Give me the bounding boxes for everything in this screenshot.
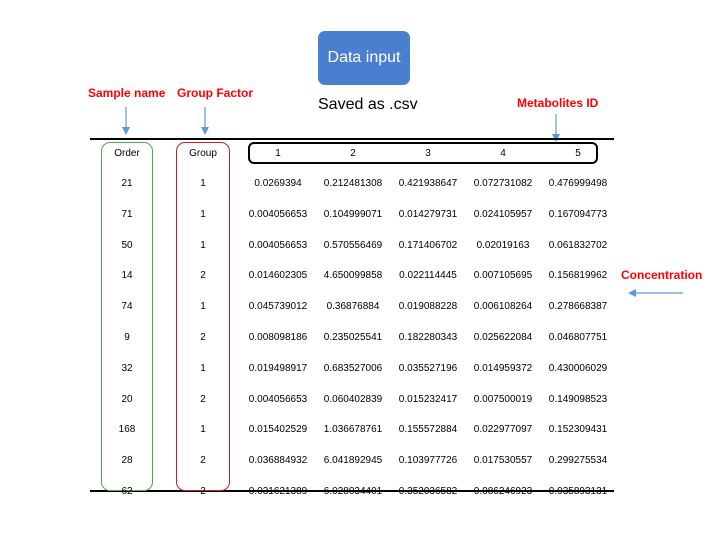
table-header-cell: Group — [189, 148, 217, 159]
table-cell: 0.36876884 — [326, 301, 380, 312]
table-cell: 62 — [121, 486, 133, 497]
table-cell: 0.278668387 — [548, 301, 608, 312]
table-cell: 2 — [200, 394, 206, 405]
table-cell: 0.031621389 — [248, 486, 308, 497]
table-cell: 1 — [200, 209, 206, 220]
table-cell: 21 — [121, 178, 133, 189]
table-cell: 0.235025541 — [323, 332, 383, 343]
table-cell: 0.019498917 — [248, 363, 308, 374]
table-cell: 28 — [121, 455, 133, 466]
table-cell: 0.022977097 — [473, 424, 533, 435]
table-header-cell: Order — [114, 148, 140, 159]
table-cell: 0.152309431 — [548, 424, 608, 435]
table-cell: 0.035527196 — [398, 363, 458, 374]
table-cell: 0.025622084 — [473, 332, 533, 343]
table-cell: 2 — [200, 270, 206, 281]
table-cell: 0.060402839 — [323, 394, 383, 405]
table-cell: 0.024105957 — [473, 209, 533, 220]
table-cell: 0.182280343 — [398, 332, 458, 343]
table-cell: 0.007500019 — [473, 394, 533, 405]
table-cell: 0.015402529 — [248, 424, 308, 435]
table-cell: 9 — [124, 332, 130, 343]
table-cell: 0.683527006 — [323, 363, 383, 374]
table-cell: 32 — [121, 363, 133, 374]
group-factor-label: Group Factor — [177, 86, 254, 100]
table-cell: 0.103977726 — [398, 455, 458, 466]
sample-name-column-box — [101, 142, 153, 491]
table-cell: 1 — [200, 240, 206, 251]
concentration-label: Concentration — [621, 268, 703, 282]
table-cell: 71 — [121, 209, 133, 220]
table-cell: 0.061832702 — [548, 240, 608, 251]
table-cell: 20 — [121, 394, 133, 405]
table-cell: 0.104999071 — [323, 209, 383, 220]
table-cell: 0.006108264 — [473, 301, 533, 312]
table-cell: 74 — [121, 301, 133, 312]
table-cell: 1.036678761 — [323, 424, 383, 435]
table-cell: 0.156819962 — [548, 270, 608, 281]
table-cell: 2 — [200, 455, 206, 466]
table-cell: 0.149098523 — [548, 394, 608, 405]
table-cell: 0.935893131 — [548, 486, 608, 497]
table-cell: 168 — [118, 424, 136, 435]
table-header-cell: 3 — [425, 148, 431, 159]
table-top-rule — [90, 138, 614, 140]
table-cell: 1 — [200, 424, 206, 435]
table-cell: 6.028034401 — [323, 486, 383, 497]
table-cell: 0.004056653 — [248, 240, 308, 251]
table-cell: 50 — [121, 240, 133, 251]
table-cell: 0.019088228 — [398, 301, 458, 312]
table-cell: 0.014602305 — [248, 270, 308, 281]
table-cell: 0.014959372 — [473, 363, 533, 374]
group-factor-column-box — [176, 142, 230, 491]
table-cell: 0.570556469 — [323, 240, 383, 251]
table-cell: 14 — [121, 270, 133, 281]
table-cell: 0.015232417 — [398, 394, 458, 405]
table-cell: 0.352036582 — [398, 486, 458, 497]
table-header-cell: 5 — [575, 148, 581, 159]
table-bottom-rule — [90, 490, 614, 492]
sample-name-label: Sample name — [88, 86, 166, 100]
table-cell: 0.212481308 — [323, 178, 383, 189]
table-cell: 1 — [200, 301, 206, 312]
table-cell: 2 — [200, 332, 206, 343]
table-cell: 0.086246923 — [473, 486, 533, 497]
table-header-cell: 4 — [500, 148, 506, 159]
table-header-cell: 2 — [350, 148, 356, 159]
table-cell: 1 — [200, 178, 206, 189]
table-cell: 0.007105695 — [473, 270, 533, 281]
table-cell: 0.0269394 — [254, 178, 302, 189]
table-cell: 0.017530557 — [473, 455, 533, 466]
data-input-label: Data input — [327, 49, 401, 66]
saved-as-caption: Saved as .csv — [318, 96, 418, 113]
table-cell: 4.650099858 — [323, 270, 383, 281]
table-cell: 6.041892945 — [323, 455, 383, 466]
table-cell: 0.155572884 — [398, 424, 458, 435]
table-cell: 0.02019163 — [476, 240, 530, 251]
table-cell: 0.046807751 — [548, 332, 608, 343]
table-cell: 0.299275534 — [548, 455, 608, 466]
table-cell: 0.072731082 — [473, 178, 533, 189]
table-cell: 0.008098186 — [248, 332, 308, 343]
table-cell: 0.004056653 — [248, 394, 308, 405]
table-cell: 0.430006029 — [548, 363, 608, 374]
metabolites-id-header-box — [248, 142, 598, 164]
table-cell: 0.421938647 — [398, 178, 458, 189]
table-cell: 1 — [200, 363, 206, 374]
table-cell: 0.022114445 — [399, 270, 457, 281]
table-cell: 2 — [200, 486, 206, 497]
table-cell: 0.045739012 — [248, 301, 308, 312]
metabolites-id-label: Metabolites ID — [517, 96, 599, 110]
table-cell: 0.171406702 — [398, 240, 458, 251]
table-cell: 0.004056653 — [248, 209, 308, 220]
table-cell: 0.476999498 — [548, 178, 608, 189]
table-cell: 0.014279731 — [398, 209, 458, 220]
table-cell: 0.167094773 — [548, 209, 608, 220]
table-cell: 0.036884932 — [248, 455, 308, 466]
data-input-box: Data input — [318, 31, 410, 85]
table-header-cell: 1 — [275, 148, 281, 159]
